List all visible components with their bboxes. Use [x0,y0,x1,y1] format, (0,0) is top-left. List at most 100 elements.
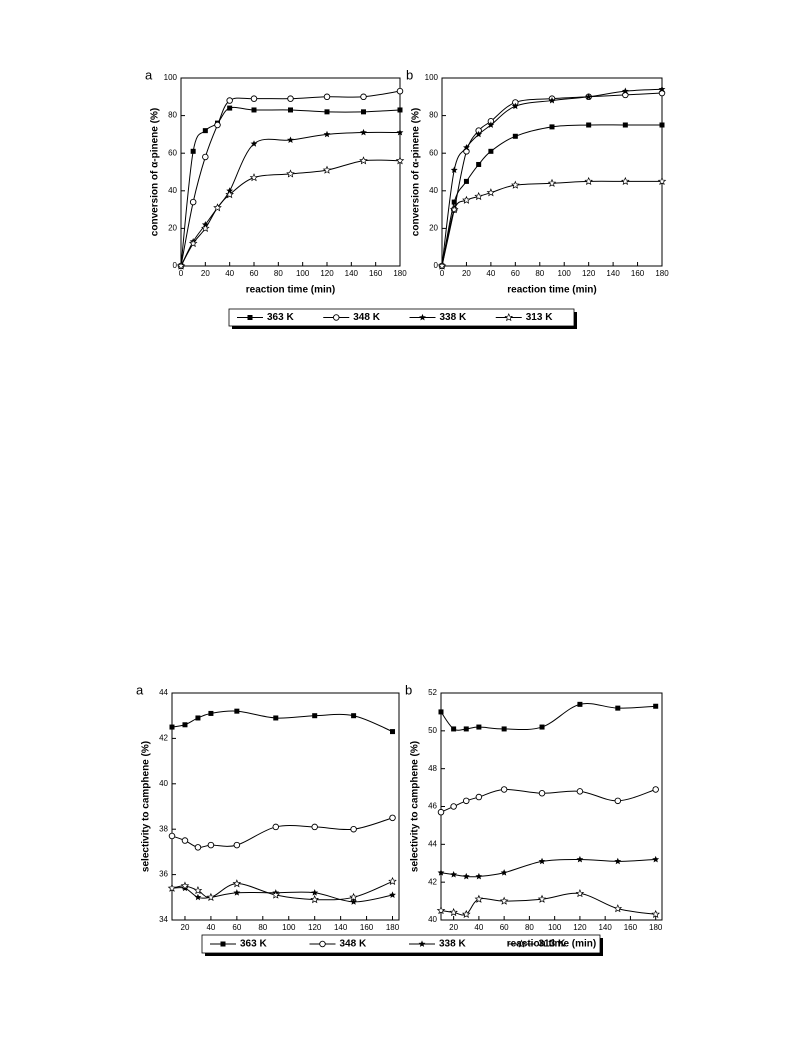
marker [652,855,660,863]
marker [463,797,470,805]
marker [389,814,396,822]
marker [651,909,660,918]
marker [614,797,622,805]
marker [201,223,210,233]
marker [220,941,226,947]
marker [251,107,257,113]
y-tick-label: 20 [168,224,177,233]
y-tick-label: 60 [168,148,177,157]
y-tick-label: 100 [425,73,439,82]
x-tick-label: 180 [655,269,669,278]
marker [462,195,471,204]
series-line [441,124,662,267]
y-tick-label: 0 [173,261,178,270]
panel-label: a [145,67,153,82]
series-line [180,159,401,267]
y-tick-label: 38 [159,824,168,833]
marker [657,176,667,186]
marker [538,790,546,797]
y-axis-label: selectivity to camphene (%) [410,741,421,872]
y-tick-label: 48 [428,764,437,773]
marker [450,871,458,878]
x-tick-label: 180 [649,923,663,932]
marker [538,857,546,865]
y-tick-label: 40 [159,779,168,788]
marker [575,889,585,898]
marker [576,788,584,795]
legend-label: 363 K [267,312,294,323]
y-tick-label: 42 [159,734,168,743]
marker [395,156,405,165]
marker [324,109,330,115]
marker [286,169,295,178]
x-tick-label: 40 [225,269,234,278]
marker [549,124,555,130]
marker [396,128,404,136]
x-axis-label: reaction time (min) [507,285,596,296]
marker [463,726,469,732]
marker [193,885,203,895]
x-axis-label: reaction time (min) [507,939,596,950]
marker [500,869,508,876]
x-tick-label: 120 [582,269,596,278]
y-axis-label: conversion of α-pinene (%) [150,108,161,236]
y-tick-label: 20 [429,224,438,233]
marker [232,879,242,888]
marker [250,95,258,102]
series-line [440,858,656,878]
marker [463,178,469,184]
marker [621,176,630,186]
series-line [180,131,401,267]
marker [451,199,457,205]
marker [476,161,482,167]
marker [273,715,279,721]
marker [418,940,426,947]
legend-label: 313 K [539,939,566,950]
marker [181,837,189,844]
marker [206,892,216,901]
marker [182,722,188,728]
y-tick-label: 40 [429,186,438,195]
x-tick-label: 160 [624,923,638,932]
marker [312,713,318,719]
marker [500,786,508,793]
x-tick-label: 160 [360,923,374,932]
x-tick-label: 20 [201,269,210,278]
marker [214,121,221,129]
x-tick-label: 20 [462,269,471,278]
marker [653,703,659,709]
marker [272,823,280,831]
y-tick-label: 0 [434,261,439,270]
x-tick-label: 80 [274,269,283,278]
x-tick-label: 180 [386,923,400,932]
legend-box [228,308,575,327]
x-tick-label: 80 [258,923,267,932]
marker [226,97,233,104]
marker [451,726,457,732]
marker [576,855,584,863]
marker [475,793,483,801]
x-tick-label: 100 [282,923,296,932]
marker [288,107,293,113]
marker [437,869,445,876]
marker [397,107,403,113]
y-axis-label: selectivity to camphene (%) [141,741,152,872]
marker [202,128,208,134]
y-axis-label: conversion of α-pinene (%) [411,108,422,236]
series-line [441,92,663,267]
marker [517,939,526,948]
marker [437,808,445,816]
marker [168,832,176,840]
marker [621,87,629,95]
panel-label: a [136,682,144,697]
marker [250,140,258,147]
marker [388,876,397,886]
x-tick-label: 40 [206,923,215,932]
marker [487,121,495,128]
marker [249,173,259,182]
legend-label: 338 K [440,312,467,323]
x-tick-label: 20 [449,923,458,932]
legend-label: 348 K [353,312,380,323]
marker [389,891,396,898]
